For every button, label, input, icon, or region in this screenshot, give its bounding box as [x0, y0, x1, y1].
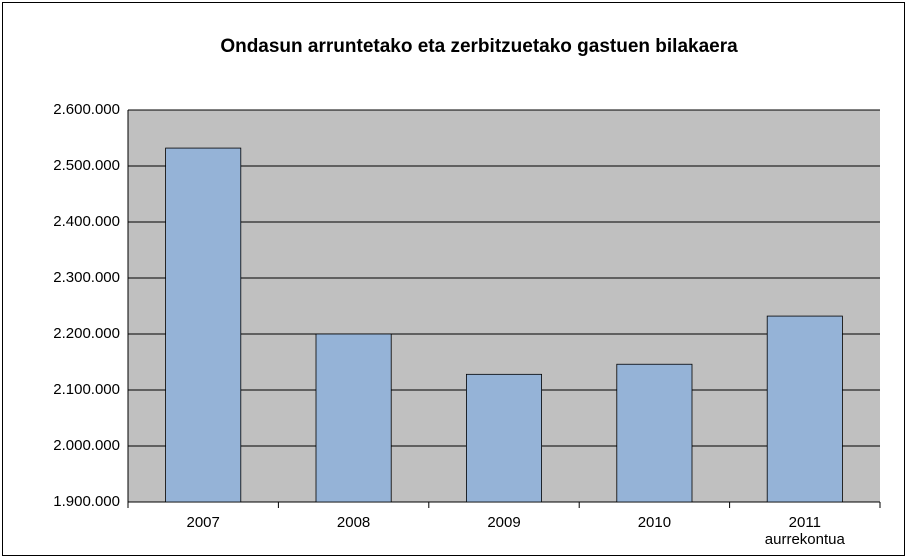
- bar: [766, 315, 843, 503]
- y-tick-label: 1.900.000: [53, 493, 120, 510]
- x-tick-label: 2008: [336, 514, 371, 531]
- y-tick-label: 2.000.000: [53, 437, 120, 454]
- y-tick-label: 2.100.000: [53, 381, 120, 398]
- x-tick-label: 2007: [186, 514, 220, 531]
- y-tick-label: 2.400.000: [53, 213, 120, 230]
- bar: [165, 147, 242, 503]
- x-tick-label: 2009: [487, 514, 521, 531]
- y-tick-label: 2.600.000: [53, 101, 120, 118]
- x-tick-label: 2010: [637, 514, 672, 531]
- y-tick-label: 2.200.000: [53, 325, 120, 342]
- chart-title: Ondasun arruntetako eta zerbitzuetako ga…: [220, 36, 738, 57]
- bar: [465, 373, 542, 503]
- bar: [616, 363, 693, 503]
- bar: [315, 333, 392, 503]
- y-tick-label: 2.500.000: [53, 157, 120, 174]
- x-tick-label: 2011 aurrekontua: [764, 514, 845, 548]
- y-tick-label: 2.300.000: [53, 269, 120, 286]
